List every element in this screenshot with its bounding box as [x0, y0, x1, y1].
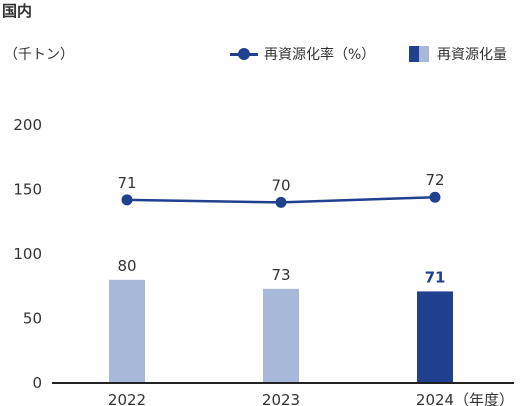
x-tick-label: 2022	[108, 391, 146, 406]
bar-swatch-icon	[409, 46, 429, 62]
bar-value-label: 71	[425, 268, 446, 286]
y-tick-label: 200	[13, 116, 42, 134]
legend-line-label: 再資源化率（%）	[264, 47, 376, 63]
bar-value-label: 80	[117, 257, 136, 275]
line-point	[429, 191, 441, 203]
line-point	[121, 194, 133, 206]
legend-item-line: 再資源化率（%）	[230, 44, 375, 64]
bar-value-label: 73	[271, 266, 290, 284]
bar	[417, 291, 453, 383]
line-value-label: 72	[425, 171, 444, 189]
line-value-label: 71	[117, 174, 136, 192]
y-tick-label: 100	[13, 245, 42, 263]
line-marker-icon	[230, 47, 258, 61]
y-tick-label: 150	[13, 181, 42, 199]
bar	[109, 279, 145, 383]
x-axis-suffix: （年度）	[454, 391, 514, 406]
x-tick-label: 2024	[416, 391, 454, 406]
y-tick-label: 0	[32, 374, 42, 392]
chart-title: 国内	[2, 2, 33, 20]
legend-item-bar: 再資源化量	[409, 44, 507, 64]
bar	[263, 288, 299, 383]
x-tick-label: 2023	[262, 391, 300, 406]
line-value-label: 70	[271, 176, 290, 194]
legend-bar-label: 再資源化量	[437, 47, 507, 63]
y-axis-unit-label: （千トン）	[4, 47, 74, 63]
line-point	[275, 196, 287, 208]
y-tick-label: 50	[23, 310, 42, 328]
